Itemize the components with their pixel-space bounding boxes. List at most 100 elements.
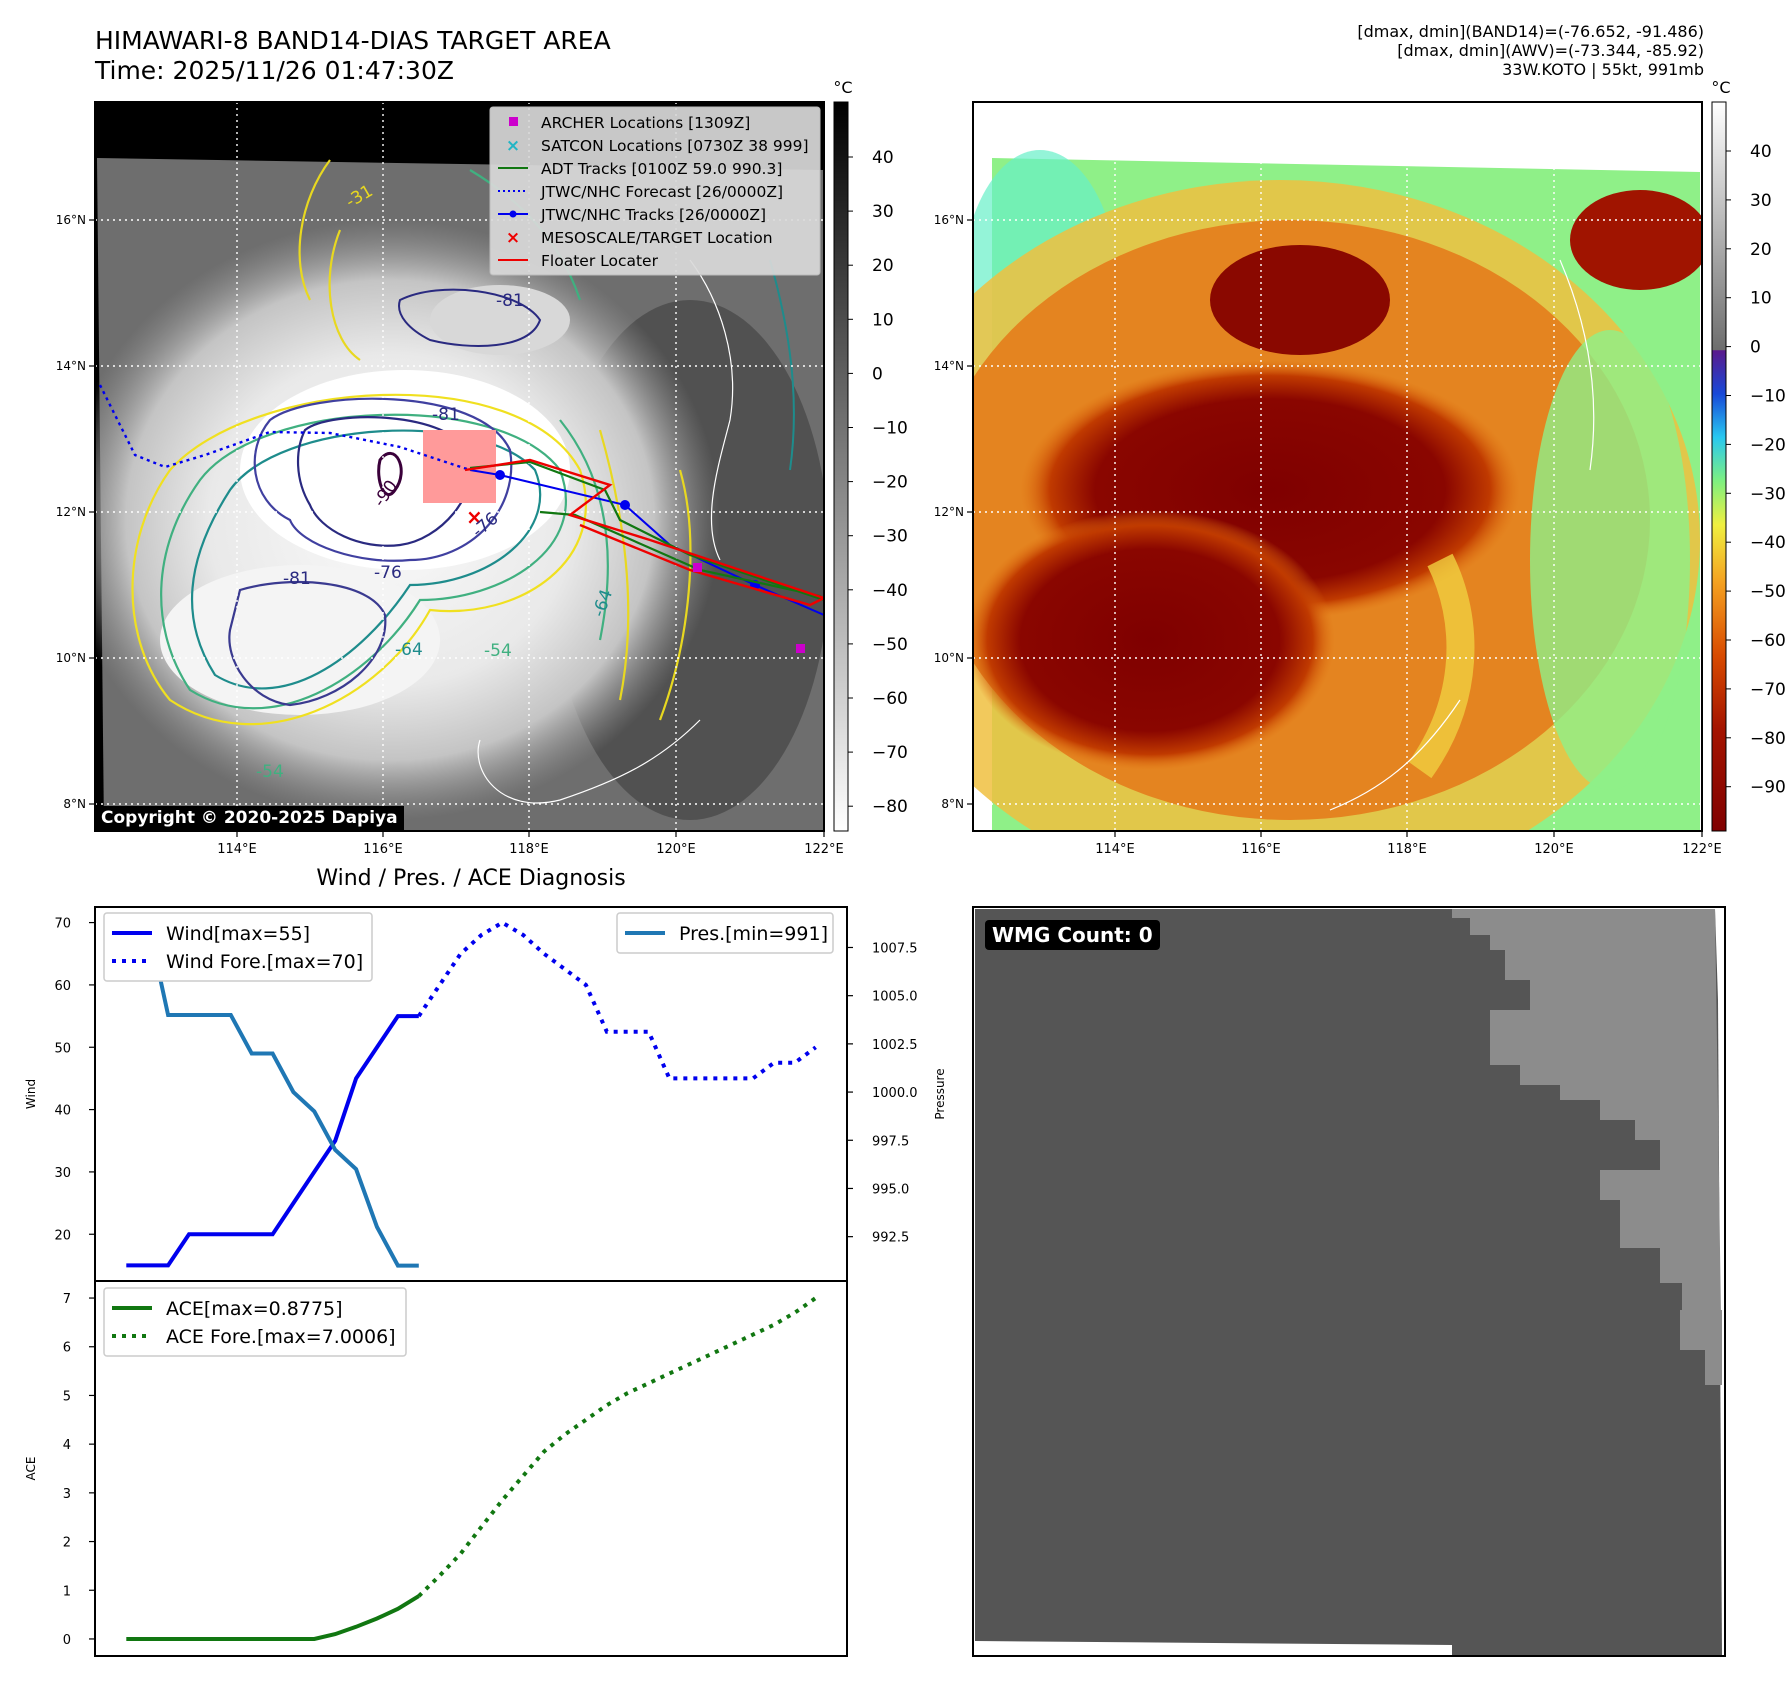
lat-tick-label: 8°N: [941, 797, 964, 811]
contour-label: -81: [496, 291, 524, 311]
colorbar-tick-label: −40: [1750, 533, 1786, 553]
colorbar-tick-label: 20: [1750, 240, 1772, 260]
legend-label: ADT Tracks [0100Z 59.0 990.3]: [541, 160, 782, 178]
wmg-count-label: WMG Count: 0: [985, 920, 1160, 950]
y2-tick-label: 1005.0: [872, 990, 918, 1005]
y-axis-label: Wind: [24, 1079, 38, 1109]
archer-location-marker: [796, 644, 805, 653]
colorbar-tick-label: 10: [1750, 289, 1772, 309]
y2-axis-label: Pressure: [933, 1068, 947, 1119]
lon-tick-label: 122°E: [1682, 842, 1722, 857]
y-tick-label: 7: [63, 1292, 71, 1307]
legend-label: ARCHER Locations [1309Z]: [541, 114, 750, 132]
colorbar-tick-label: −70: [872, 743, 908, 763]
floater-locater: [464, 458, 824, 607]
ir-colorbar-unit: °C: [833, 78, 852, 97]
y-tick-label: 2: [63, 1536, 71, 1551]
colorbar-tick-label: 40: [1750, 142, 1772, 162]
legend-label: JTWC/NHC Forecast [26/0000Z]: [540, 183, 783, 201]
lon-tick-label: 116°E: [363, 842, 403, 857]
wmg-frame: [972, 906, 1726, 1657]
ace-chart: 0 1 2 3 4 5 6 7 ACE ACE[max=0.8775] ACE Fore.[max=…: [24, 1280, 848, 1657]
colorbar-tick-label: −80: [872, 797, 908, 817]
lat-tick-label: 8°N: [63, 797, 86, 811]
info-band14: [dmax, dmin](BAND14)=(-76.652, -91.486): [1357, 22, 1704, 41]
lon-tick-label: 116°E: [1241, 842, 1281, 857]
y-tick-label: 30: [54, 1166, 71, 1181]
enhanced-map: [972, 101, 1703, 832]
mesoscale-target-marker: ×: [466, 505, 483, 529]
colorbar-tick-label: −10: [872, 419, 908, 439]
y-tick-label: 1: [63, 1584, 71, 1599]
y2-tick-label: 1002.5: [872, 1038, 918, 1053]
colorbar-tick-label: −10: [1750, 387, 1786, 407]
lon-tick-label: 118°E: [1387, 842, 1427, 857]
y-tick-label: 70: [54, 917, 71, 932]
legend-entry: JTWC/NHC Tracks [26/0000Z]: [498, 206, 766, 224]
colorbar-tick-label: −40: [872, 581, 908, 601]
copyright-label: Copyright © 2020-2025 Dapiya: [95, 806, 404, 830]
legend-label: Floater Locater: [541, 252, 659, 270]
info-storm: 33W.KOTO | 55kt, 991mb: [1502, 60, 1704, 79]
colorbar-tick-label: 30: [872, 202, 894, 222]
y2-tick-label: 992.5: [872, 1231, 909, 1246]
colorbar-tick-label: −60: [872, 689, 908, 709]
series-line: [126, 1594, 420, 1641]
wind-pressure-chart: 20 30 40 50 60 70 Wind 992.5 995.0 997.5 1000.0 100…: [24, 906, 947, 1282]
legend-marker: ×: [506, 228, 520, 248]
y-tick-label: 20: [54, 1228, 71, 1243]
colorbar-tick-label: 40: [872, 148, 894, 168]
y2-tick-label: 995.0: [872, 1182, 909, 1197]
y-axis-label: ACE: [24, 1457, 38, 1481]
ir-gridlines: [95, 102, 824, 831]
lat-tick-label: 14°N: [934, 359, 964, 373]
lat-tick-label: 16°N: [56, 213, 86, 227]
series-line: [126, 916, 419, 1268]
lon-tick-label: 120°E: [656, 842, 696, 857]
contour-label: -81: [432, 405, 460, 425]
legend-label: ACE[max=0.8775]: [166, 1298, 343, 1320]
legend-marker: ×: [506, 136, 520, 156]
enhanced-colorbar: °C 40 30 20 10 0 −10 −20 −30 −40 −50 −60 −70 −80 −90: [1711, 78, 1786, 832]
y2-tick-label: 1007.5: [872, 941, 918, 956]
y2-tick-label: 997.5: [872, 1134, 909, 1149]
lon-tick-label: 114°E: [1095, 842, 1135, 857]
archer-location-marker: [693, 563, 702, 572]
legend-label: SATCON Locations [0730Z 38 999]: [541, 137, 809, 155]
contour-label: -81: [283, 569, 311, 589]
colorbar-tick-label: 0: [872, 364, 883, 384]
jtwc-best-track: [469, 469, 824, 616]
lon-tick-label: 122°E: [804, 842, 844, 857]
wmg-panel: [972, 906, 1726, 1657]
colorbar-tick-label: −30: [1750, 484, 1786, 504]
legend-label: Wind Fore.[max=70]: [166, 951, 363, 973]
ir-map: ×: [94, 101, 825, 832]
contour-label: -54: [484, 641, 512, 661]
lat-tick-label: 16°N: [934, 213, 964, 227]
y-tick-label: 3: [63, 1487, 71, 1502]
y-tick-label: 4: [63, 1438, 71, 1453]
chart-legend: ACE[max=0.8775] ACE Fore.[max=7.0006]: [103, 1287, 407, 1357]
series-line: [417, 920, 817, 1081]
lat-tick-label: 14°N: [56, 359, 86, 373]
info-awv: [dmax, dmin](AWV)=(-73.344, -85.92): [1397, 41, 1704, 60]
y2-tick-label: 1000.0: [872, 1086, 918, 1101]
legend-marker-dot: [509, 210, 517, 218]
ir-map-frame: [94, 101, 825, 832]
legend-entry: ARCHER Locations [1309Z]: [509, 114, 750, 132]
chart-legend: Pres.[min=991]: [616, 912, 834, 954]
legend-label: Pres.[min=991]: [679, 923, 828, 945]
legend-entry: Floater Locater: [498, 252, 659, 270]
lat-tick-label: 12°N: [56, 505, 86, 519]
ir-coastline: [477, 259, 734, 804]
figure-title: HIMAWARI-8 BAND14-DIAS TARGET AREA: [95, 26, 611, 55]
legend-entry: ADT Tracks [0100Z 59.0 990.3]: [498, 160, 782, 178]
colorbar-tick-label: 20: [872, 256, 894, 276]
diagnosis-title: Wind / Pres. / ACE Diagnosis: [316, 866, 625, 891]
contour-label: -64: [395, 640, 423, 660]
colorbar-tick-label: 10: [872, 310, 894, 330]
legend-label: MESOSCALE/TARGET Location: [541, 229, 773, 247]
adt-track: [469, 460, 824, 602]
series-line: [417, 1296, 817, 1598]
